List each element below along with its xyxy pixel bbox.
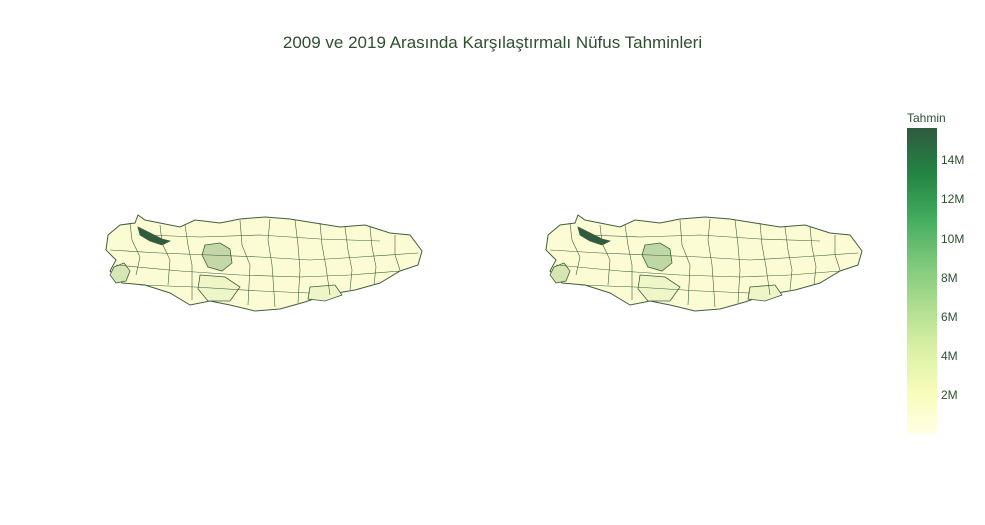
chart-title: 2009 ve 2019 Arasında Karşılaştırmalı Nü… — [282, 33, 703, 52]
colorbar-tick-2m: 2M — [941, 388, 958, 402]
colorbar-tick-4m: 4M — [941, 349, 958, 363]
izmir-region[interactable] — [549, 262, 571, 284]
mid-region[interactable] — [637, 274, 681, 302]
mid-region-east[interactable] — [747, 284, 783, 302]
map-2009[interactable] — [100, 205, 430, 325]
colorbar-tick-10m: 10M — [941, 232, 965, 246]
province-borders — [549, 218, 859, 308]
izmir-region[interactable] — [109, 262, 131, 284]
colorbar-tick-6m: 6M — [941, 310, 958, 324]
turkey-outline — [105, 214, 423, 312]
mid-region[interactable] — [197, 274, 241, 302]
map-2019[interactable] — [540, 205, 870, 325]
ankara-region[interactable] — [641, 242, 673, 272]
colorbar-tick-14m: 14M — [941, 153, 965, 167]
mid-region-east[interactable] — [307, 284, 343, 302]
colorbar-title: Tahmin — [907, 111, 946, 125]
colorbar-tick-8m: 8M — [941, 271, 958, 285]
colorbar[interactable] — [907, 128, 937, 434]
colorbar-gradient — [907, 128, 937, 434]
turkey-outline — [545, 214, 863, 312]
ankara-region[interactable] — [201, 242, 233, 272]
province-borders — [109, 218, 419, 308]
colorbar-tick-12m: 12M — [941, 192, 965, 206]
